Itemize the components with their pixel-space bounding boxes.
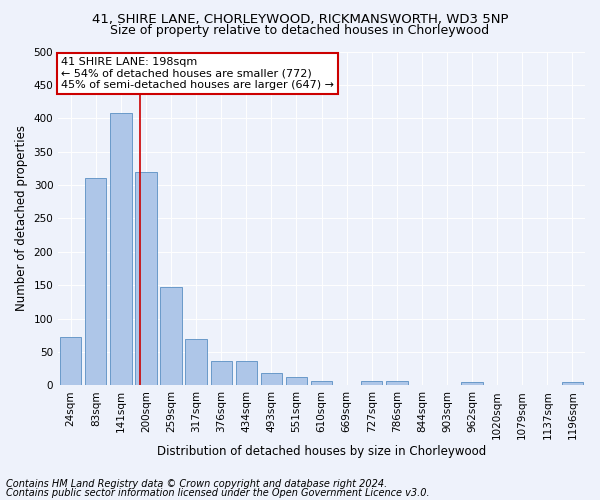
Bar [461, 382, 483, 386]
X-axis label: Distribution of detached houses by size in Chorleywood: Distribution of detached houses by size … [157, 444, 486, 458]
Bar [136, 172, 157, 386]
Y-axis label: Number of detached properties: Number of detached properties [15, 126, 28, 312]
Bar [311, 382, 332, 386]
Text: Contains HM Land Registry data © Crown copyright and database right 2024.: Contains HM Land Registry data © Crown c… [6, 479, 387, 489]
Bar [261, 374, 282, 386]
Bar [110, 113, 131, 386]
Text: 41 SHIRE LANE: 198sqm
← 54% of detached houses are smaller (772)
45% of semi-det: 41 SHIRE LANE: 198sqm ← 54% of detached … [61, 56, 334, 90]
Bar [361, 380, 382, 386]
Bar [185, 338, 207, 386]
Text: 41, SHIRE LANE, CHORLEYWOOD, RICKMANSWORTH, WD3 5NP: 41, SHIRE LANE, CHORLEYWOOD, RICKMANSWOR… [92, 12, 508, 26]
Bar [386, 380, 407, 386]
Bar [211, 360, 232, 386]
Text: Size of property relative to detached houses in Chorleywood: Size of property relative to detached ho… [110, 24, 490, 37]
Bar [160, 286, 182, 386]
Bar [85, 178, 106, 386]
Bar [60, 338, 82, 386]
Text: Contains public sector information licensed under the Open Government Licence v3: Contains public sector information licen… [6, 488, 430, 498]
Bar [562, 382, 583, 386]
Bar [236, 360, 257, 386]
Bar [286, 378, 307, 386]
